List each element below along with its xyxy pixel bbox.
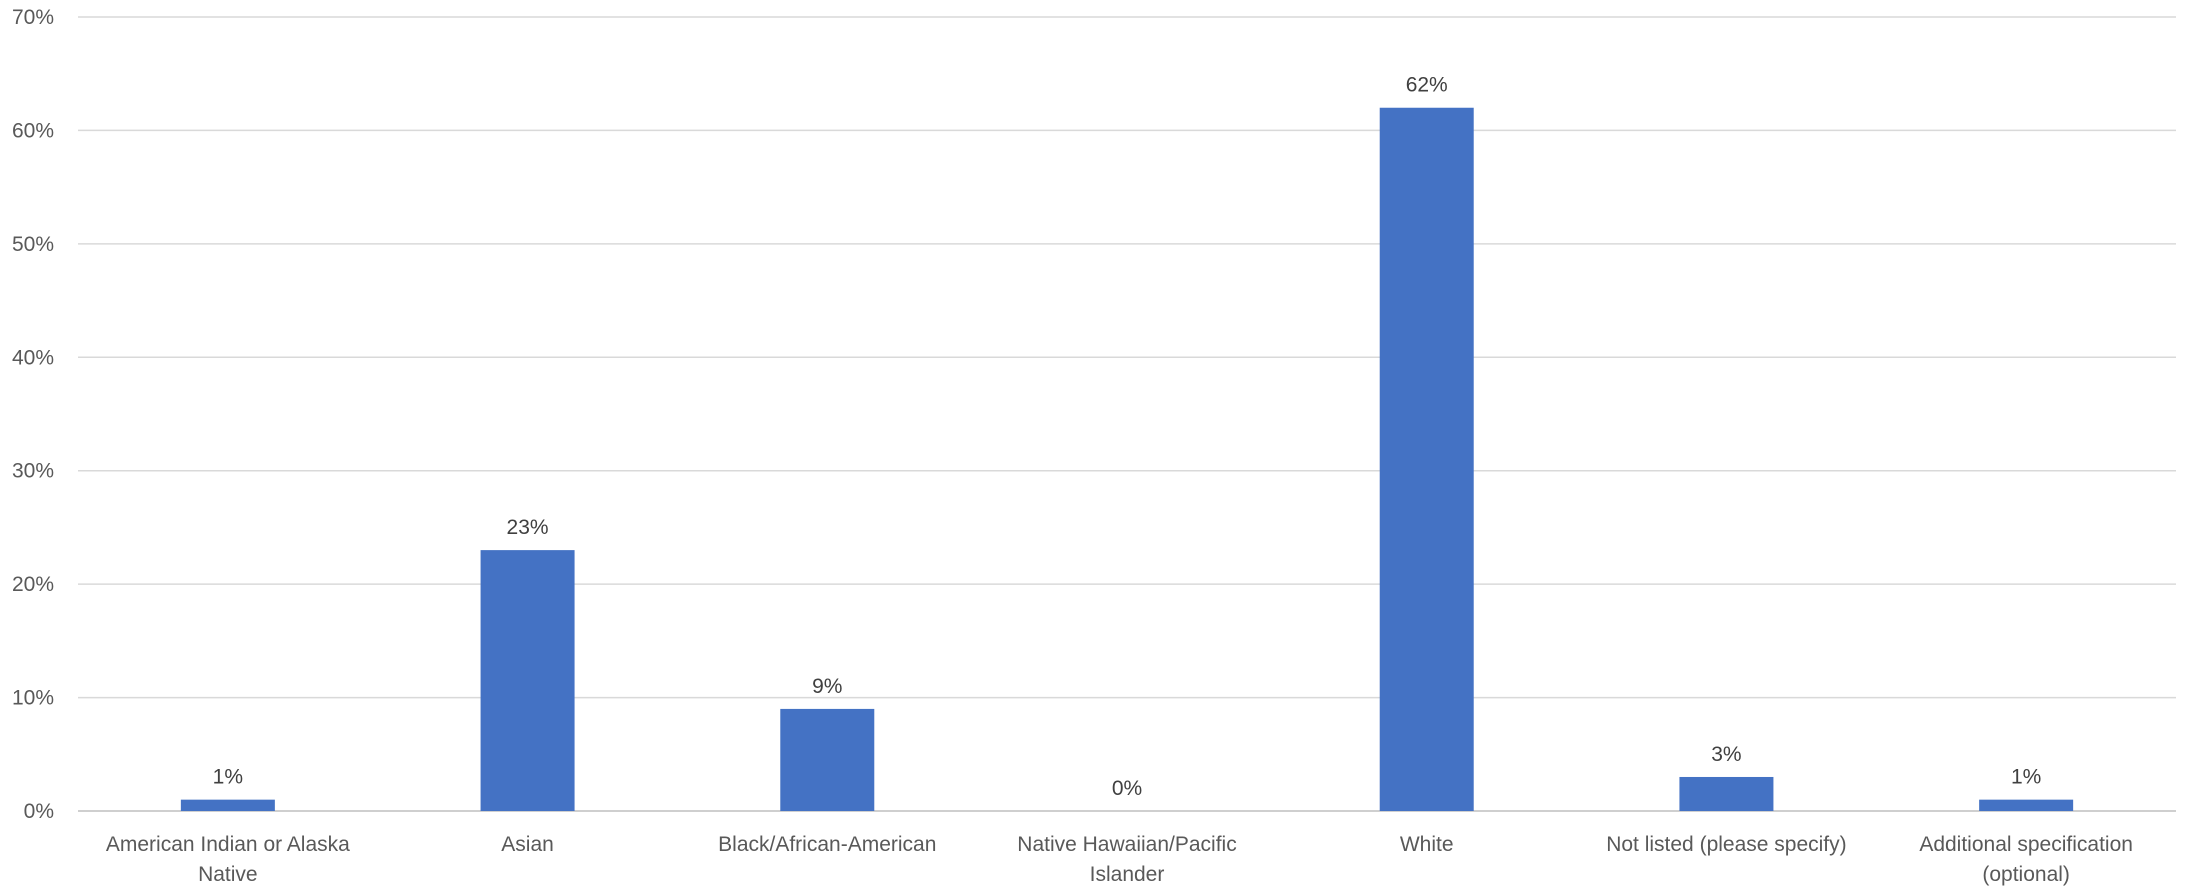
data-label: 1% bbox=[2011, 766, 2041, 789]
y-axis-tick-labels: 0% 10% 20% 30% 40% 50% 60% 70% bbox=[12, 6, 54, 823]
data-label: 23% bbox=[507, 516, 549, 539]
y-tick-label: 30% bbox=[12, 460, 54, 483]
x-category-label: Islander bbox=[1090, 863, 1165, 886]
data-label: 1% bbox=[213, 766, 243, 789]
x-category-label: Native bbox=[198, 863, 258, 886]
bar bbox=[1979, 799, 2074, 811]
y-tick-label: 20% bbox=[12, 573, 54, 596]
bar bbox=[180, 799, 275, 811]
x-category-label: Asian bbox=[501, 833, 554, 856]
y-tick-label: 40% bbox=[12, 346, 54, 369]
y-tick-label: 0% bbox=[24, 800, 54, 823]
y-tick-label: 70% bbox=[12, 6, 54, 29]
x-category-label: American Indian or Alaska bbox=[106, 833, 350, 856]
y-tick-label: 60% bbox=[12, 119, 54, 142]
x-axis-category-labels: American Indian or Alaska Native Asian Blac… bbox=[106, 833, 2133, 886]
data-label: 0% bbox=[1112, 777, 1142, 800]
y-tick-label: 10% bbox=[12, 687, 54, 710]
y-tick-label: 50% bbox=[12, 233, 54, 256]
bar bbox=[1679, 776, 1774, 811]
bar bbox=[780, 708, 875, 811]
x-category-label: Native Hawaiian/Pacific bbox=[1017, 833, 1236, 856]
data-labels: 1% 23% 9% 0% 62% 3% 1% bbox=[213, 74, 2042, 800]
bar bbox=[1379, 107, 1474, 811]
data-label: 9% bbox=[812, 675, 842, 698]
x-category-label: (optional) bbox=[1982, 863, 2070, 886]
data-label: 3% bbox=[1711, 743, 1741, 766]
bar bbox=[480, 550, 575, 811]
data-label: 62% bbox=[1406, 74, 1448, 97]
x-category-label: Black/African-American bbox=[718, 833, 936, 856]
x-category-label: Not listed (please specify) bbox=[1606, 833, 1846, 856]
x-category-label: White bbox=[1400, 833, 1454, 856]
gridlines bbox=[78, 16, 2176, 812]
x-category-label: Additional specification bbox=[1919, 833, 2133, 856]
bars bbox=[180, 107, 2074, 811]
